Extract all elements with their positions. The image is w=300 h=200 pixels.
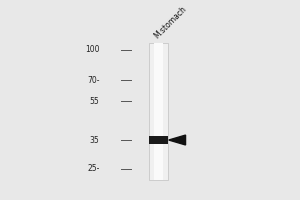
Text: M.stomach: M.stomach (152, 4, 188, 40)
Bar (149, 136, 168, 144)
Bar (154, 43, 163, 180)
Bar (149, 43, 168, 180)
Text: 25-: 25- (87, 164, 100, 173)
Text: 35: 35 (90, 136, 100, 145)
Text: 100: 100 (85, 45, 100, 54)
Text: 55: 55 (90, 97, 100, 106)
Text: 70-: 70- (87, 76, 100, 85)
Polygon shape (169, 135, 185, 145)
